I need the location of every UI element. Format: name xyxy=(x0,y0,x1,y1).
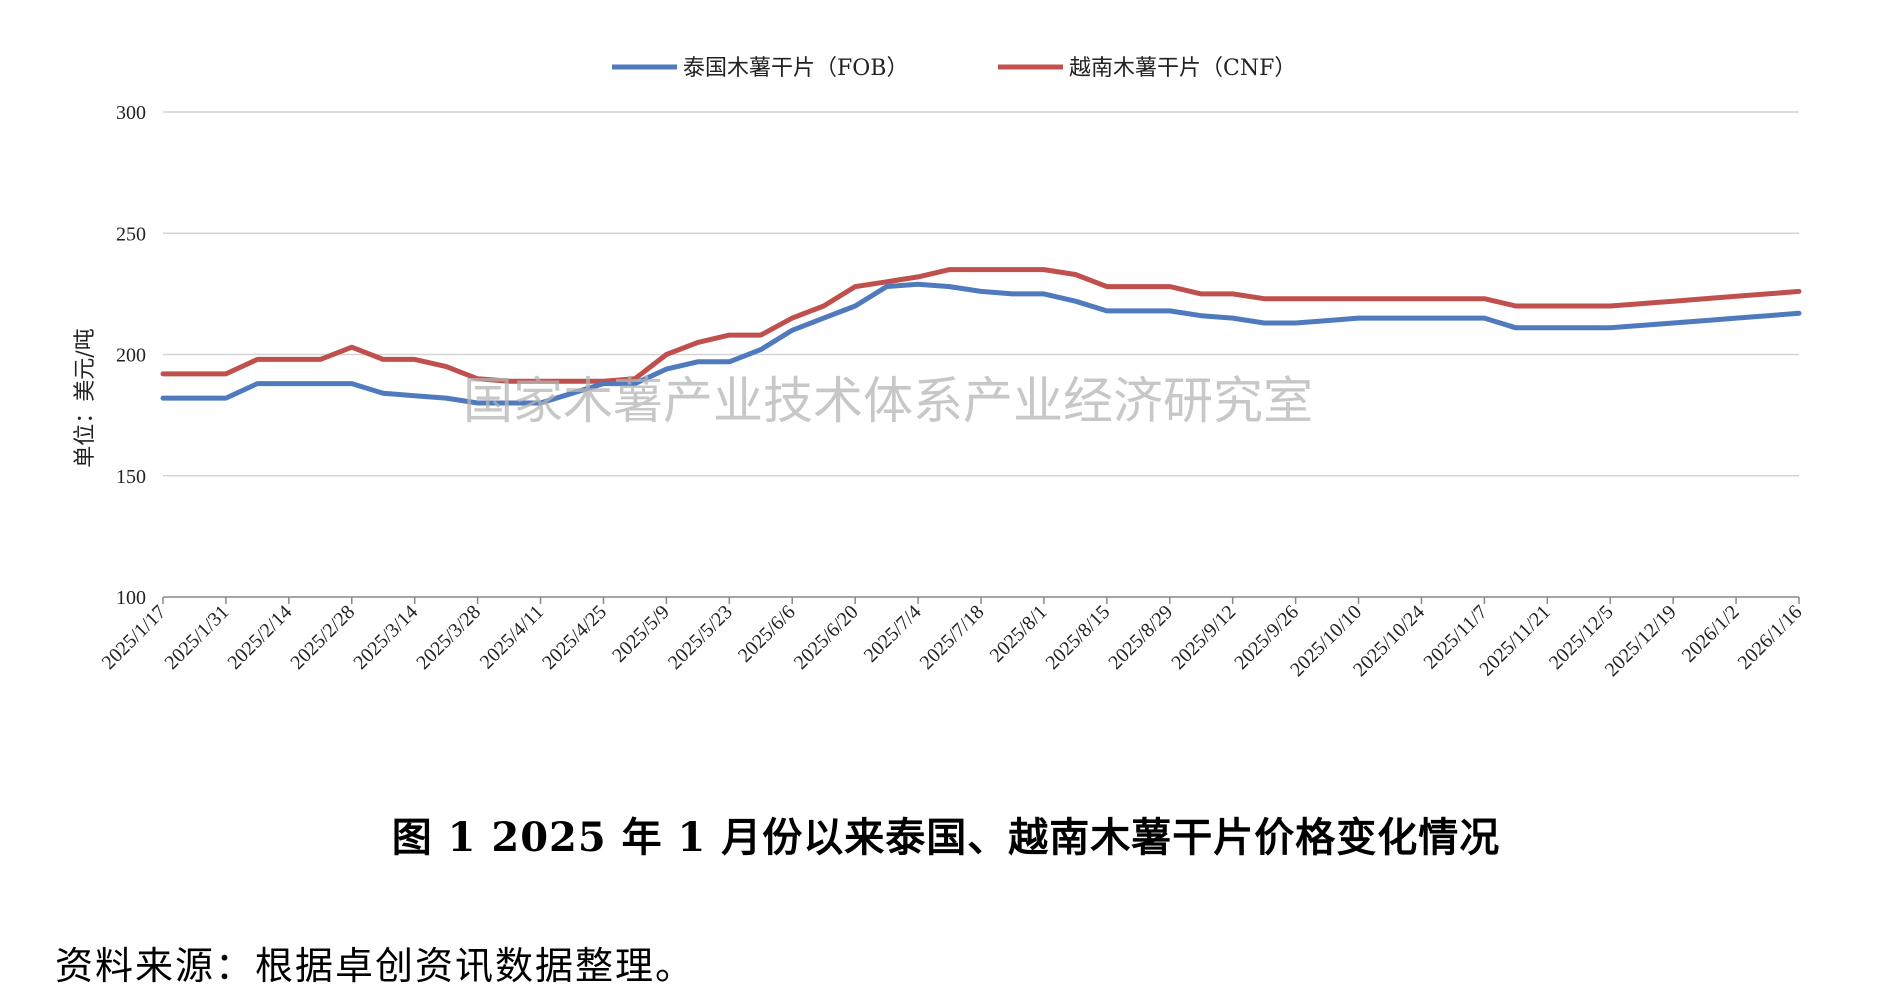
y-tick-label: 150 xyxy=(116,466,146,488)
x-tick-label: 2025/3/14 xyxy=(349,601,422,674)
x-tick-label: 2025/2/14 xyxy=(223,601,296,674)
x-tick-labels: 2025/1/172025/1/312025/2/142025/2/282025… xyxy=(98,597,1807,681)
y-tick-label: 250 xyxy=(116,223,146,245)
y-tick-labels: 100 150 200 250 300 xyxy=(116,102,146,609)
series-line xyxy=(160,267,1802,384)
x-tick-label: 2025/9/12 xyxy=(1167,601,1240,674)
x-tick-label: 2025/5/23 xyxy=(664,601,737,674)
x-tick-label: 2025/8/29 xyxy=(1104,601,1177,674)
watermark-text: 国家木薯产业技术体系产业经济研究室 xyxy=(463,372,1313,430)
series-line xyxy=(160,281,1802,406)
y-tick-label: 200 xyxy=(116,345,146,367)
x-tick-label: 2025/6/20 xyxy=(790,601,863,674)
y-axis-label: 单位：美元/吨 xyxy=(73,328,98,467)
legend: 泰国木薯干片（FOB） 越南木薯干片（CNF） xyxy=(612,56,1296,81)
x-tick-label: 2025/8/15 xyxy=(1041,601,1114,674)
source-note: 资料来源：根据卓创资讯数据整理。 xyxy=(55,944,696,988)
x-tick-label: 2025/4/25 xyxy=(538,601,611,674)
legend-label: 泰国木薯干片（FOB） xyxy=(683,56,908,81)
legend-label: 越南木薯干片（CNF） xyxy=(1069,56,1296,81)
x-tick-label: 2025/4/11 xyxy=(476,601,548,673)
x-tick-label: 2025/1/31 xyxy=(161,601,234,674)
y-tick-label: 100 xyxy=(116,587,146,609)
x-tick-label: 2025/7/18 xyxy=(916,601,989,674)
x-tick-label: 2025/2/28 xyxy=(286,601,359,674)
x-tick-label: 2025/3/28 xyxy=(412,601,485,674)
figure-caption: 图 1 2025 年 1 月份以来泰国、越南木薯干片价格变化情况 xyxy=(391,814,1501,861)
x-tick-label: 2026/1/16 xyxy=(1734,601,1807,674)
y-tick-label: 300 xyxy=(116,102,146,124)
gridlines xyxy=(163,111,1799,477)
x-tick-label: 2025/1/17 xyxy=(98,601,171,674)
series-lines xyxy=(160,267,1802,406)
